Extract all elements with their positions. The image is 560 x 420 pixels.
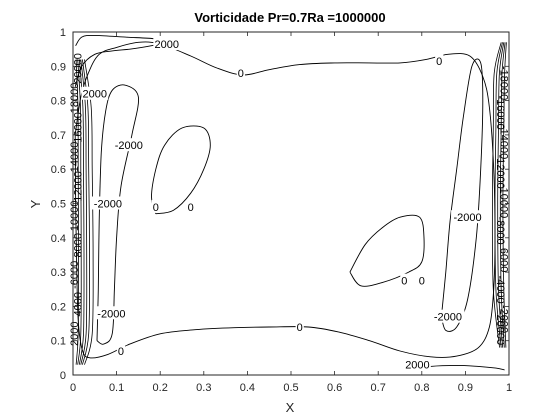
wall-label-18: 20000: [73, 53, 85, 84]
wall-contour-right-4: [491, 42, 502, 348]
wall-contour-left-5: [84, 59, 94, 365]
x-axis-label: X: [286, 400, 295, 415]
y-tick-label-0: 0: [60, 370, 66, 382]
contour-label-bg: [151, 199, 160, 213]
plot-area: 00000 00 0-2000-2000-2000 -2000-20002000200…: [51, 27, 512, 394]
wall-label-7: -8000: [494, 217, 506, 245]
chart-title: Vorticidade Pr=0.7Ra =1000000: [194, 10, 385, 25]
contour-line-4: [440, 58, 484, 332]
y-tick-label-8: 0.8: [51, 96, 66, 108]
contour-label-0-2: 0: [297, 322, 303, 334]
contour-label-bg: [186, 199, 195, 213]
contour-label-2-1: 0: [419, 276, 425, 288]
contour-label-bg: [116, 343, 126, 357]
x-tick-label-7: 0.7: [371, 382, 386, 394]
wall-label-19: -20000: [494, 311, 506, 345]
contour-label-bg: [295, 319, 304, 333]
x-tick-label-10: 1: [506, 382, 512, 394]
contour-line-1: [151, 125, 211, 215]
x-tick-label-5: 0.5: [283, 382, 298, 394]
contour-label-bg: [451, 210, 485, 224]
wall-label-1: -2000: [498, 305, 510, 333]
y-tick-label-10: 1: [60, 27, 66, 39]
wall-label-2: 4000: [73, 292, 85, 316]
wall-label-17: -18000: [498, 66, 510, 100]
contour-label-0-1: 0: [436, 56, 442, 68]
y-tick-label-5: 0.5: [51, 199, 66, 211]
y-tick-label-6: 0.6: [51, 164, 66, 176]
wall-contour-right-0: [502, 42, 507, 348]
wall-label-8: 10000: [69, 201, 81, 232]
contour-label-bg: [112, 138, 146, 152]
y-axis-label: Y: [28, 199, 43, 208]
contour-label-2-0: 0: [401, 276, 407, 288]
contour-label-bg: [236, 66, 245, 80]
x-tick-label-3: 0.3: [196, 382, 211, 394]
contour-label-bg: [417, 273, 426, 287]
x-tick-label-1: 0.1: [109, 382, 124, 394]
wall-label-13: -14000: [498, 125, 510, 159]
wall-contour-left-2: [78, 59, 85, 365]
contour-lines: [74, 34, 507, 371]
contour-label-1-1: 0: [188, 202, 194, 214]
contour-label-0-3: 0: [118, 346, 124, 358]
y-tick-label-9: 0.9: [51, 61, 66, 73]
contour-label-bg: [81, 86, 109, 100]
contour-label-5-0: 2000: [154, 39, 178, 51]
wall-label-16: 18000: [69, 83, 81, 114]
wall-label-10: 12000: [73, 171, 85, 202]
x-tick-label-2: 0.2: [153, 382, 168, 394]
y-tick-label-2: 0.2: [51, 301, 66, 313]
contour-label-5-1: 2000: [83, 89, 107, 101]
wall-label-5: 6000: [498, 248, 510, 272]
wall-label-14: 16000: [73, 112, 85, 143]
y-tick-label-4: 0.4: [51, 233, 66, 245]
contour-label-3-1: -2000: [94, 199, 122, 211]
wall-contour-left-1: [77, 59, 82, 365]
contour-label-4-0: -2000: [434, 312, 462, 324]
x-tick-label-9: 0.9: [458, 382, 473, 394]
contour-label-bg: [153, 37, 181, 51]
wall-label-6: 8000: [73, 233, 85, 257]
contour-label-bg: [400, 273, 409, 287]
wall-contour-right-1: [499, 42, 506, 348]
wall-label-4: -6000: [69, 261, 81, 289]
contour-label-0-0: 0: [238, 68, 244, 80]
x-tick-label-4: 0.4: [240, 382, 255, 394]
wall-contour-left-3: [80, 59, 88, 365]
x-tick-label-6: 0.6: [327, 382, 342, 394]
x-tick-label-8: 0.8: [414, 382, 429, 394]
y-tick-label-7: 0.7: [51, 130, 66, 142]
contour-label-3-2: -2000: [97, 308, 125, 320]
wall-label-9: -10000: [498, 184, 510, 218]
contour-label-3-0: -2000: [115, 140, 143, 152]
wall-label-11: -12000: [494, 154, 506, 188]
contour-label-bg: [404, 357, 431, 371]
wall-label-12: 14000: [69, 142, 81, 173]
wall-label-0: 2000: [69, 322, 81, 346]
wall-label-3: -4000: [494, 276, 506, 304]
wall-contour-right-2: [497, 42, 505, 348]
contour-label-bg: [431, 309, 465, 323]
contour-label-1-0: 0: [153, 202, 159, 214]
y-tick-label-1: 0.1: [51, 336, 66, 348]
contour-label-bg: [435, 54, 444, 68]
contour-label-6-0: 2000: [405, 360, 429, 372]
wall-label-15: -16000: [494, 95, 506, 129]
y-tick-label-3: 0.3: [51, 267, 66, 279]
wall-contour-left-4: [82, 59, 90, 365]
wall-contour-right-3: [494, 42, 503, 348]
contour-label-bg: [94, 306, 128, 320]
contour-line-2: [349, 214, 425, 287]
contour-label-bg: [91, 196, 125, 210]
contour-label-4-1: -2000: [454, 212, 482, 224]
x-tick-label-0: 0: [70, 382, 76, 394]
wall-contour-left-0: [75, 59, 79, 365]
